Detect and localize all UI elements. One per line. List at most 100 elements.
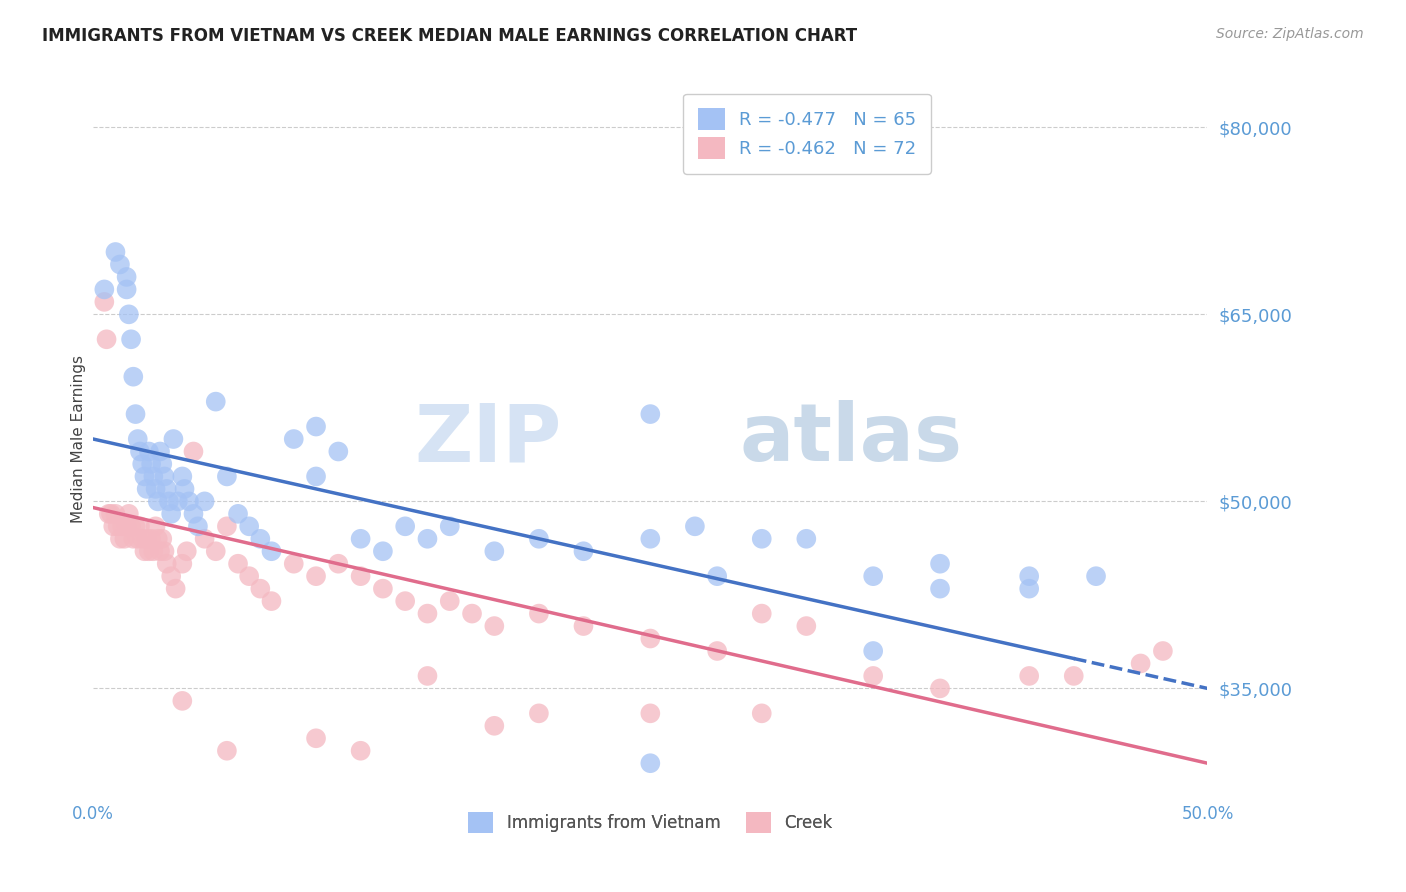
Point	[349, 532, 371, 546]
Point	[416, 607, 439, 621]
Point	[183, 507, 205, 521]
Point	[794, 532, 817, 546]
Point	[794, 619, 817, 633]
Point	[146, 532, 169, 546]
Point	[640, 407, 662, 421]
Point	[929, 557, 952, 571]
Point	[194, 532, 217, 546]
Point	[527, 532, 550, 546]
Point	[706, 569, 728, 583]
Point	[527, 607, 550, 621]
Point	[371, 544, 394, 558]
Point	[149, 544, 172, 558]
Point	[149, 444, 172, 458]
Point	[862, 569, 884, 583]
Point	[145, 482, 167, 496]
Point	[156, 557, 179, 571]
Point	[484, 719, 506, 733]
Point	[120, 519, 142, 533]
Point	[683, 519, 706, 533]
Point	[122, 532, 145, 546]
Point	[328, 557, 350, 571]
Point	[93, 294, 115, 309]
Point	[215, 469, 238, 483]
Point	[124, 519, 146, 533]
Point	[416, 669, 439, 683]
Point	[134, 469, 156, 483]
Point	[103, 519, 125, 533]
Point	[157, 494, 180, 508]
Point	[328, 444, 350, 458]
Point	[104, 507, 127, 521]
Point	[129, 519, 152, 533]
Y-axis label: Median Male Earnings: Median Male Earnings	[72, 355, 86, 523]
Point	[172, 694, 194, 708]
Point	[176, 544, 198, 558]
Point	[139, 532, 162, 546]
Point	[194, 494, 217, 508]
Point	[167, 494, 190, 508]
Point	[215, 519, 238, 533]
Point	[150, 532, 173, 546]
Point	[142, 544, 165, 558]
Point	[172, 557, 194, 571]
Point	[104, 245, 127, 260]
Point	[249, 532, 271, 546]
Point	[138, 444, 160, 458]
Point	[751, 532, 773, 546]
Point	[394, 594, 416, 608]
Point	[751, 607, 773, 621]
Point	[112, 532, 135, 546]
Point	[640, 706, 662, 721]
Point	[1018, 582, 1040, 596]
Point	[439, 594, 461, 608]
Text: IMMIGRANTS FROM VIETNAM VS CREEK MEDIAN MALE EARNINGS CORRELATION CHART: IMMIGRANTS FROM VIETNAM VS CREEK MEDIAN …	[42, 27, 858, 45]
Point	[283, 432, 305, 446]
Point	[122, 369, 145, 384]
Point	[640, 632, 662, 646]
Point	[305, 469, 328, 483]
Point	[173, 482, 195, 496]
Point	[129, 444, 152, 458]
Point	[572, 619, 595, 633]
Point	[484, 544, 506, 558]
Point	[145, 519, 167, 533]
Point	[283, 557, 305, 571]
Point	[100, 507, 122, 521]
Point	[160, 569, 183, 583]
Point	[461, 607, 484, 621]
Point	[226, 507, 249, 521]
Text: Source: ZipAtlas.com: Source: ZipAtlas.com	[1216, 27, 1364, 41]
Point	[146, 494, 169, 508]
Point	[172, 469, 194, 483]
Point	[162, 432, 184, 446]
Point	[751, 706, 773, 721]
Point	[115, 269, 138, 284]
Point	[156, 482, 179, 496]
Point	[260, 544, 283, 558]
Point	[394, 519, 416, 533]
Point	[115, 519, 138, 533]
Point	[93, 282, 115, 296]
Point	[118, 507, 141, 521]
Point	[862, 669, 884, 683]
Point	[183, 444, 205, 458]
Point	[305, 569, 328, 583]
Point	[204, 394, 226, 409]
Point	[107, 519, 129, 533]
Point	[96, 332, 118, 346]
Point	[187, 519, 209, 533]
Point	[153, 469, 176, 483]
Point	[305, 731, 328, 746]
Point	[1085, 569, 1108, 583]
Point	[97, 507, 120, 521]
Point	[238, 519, 260, 533]
Point	[249, 582, 271, 596]
Point	[204, 544, 226, 558]
Point	[260, 594, 283, 608]
Point	[527, 706, 550, 721]
Point	[1018, 569, 1040, 583]
Point	[305, 419, 328, 434]
Point	[135, 482, 157, 496]
Point	[349, 744, 371, 758]
